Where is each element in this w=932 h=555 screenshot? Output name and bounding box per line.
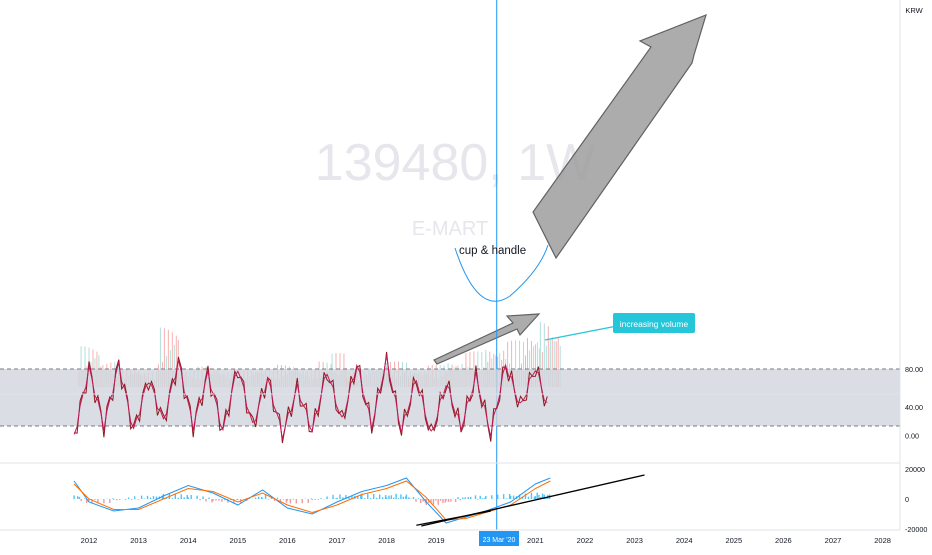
stoch-tick-label: 40.00 (905, 403, 923, 412)
projection-arrow[interactable] (532, 13, 707, 260)
time-tick-label: 2027 (825, 536, 842, 545)
time-tick-label: 2012 (81, 536, 98, 545)
stoch-k-line[interactable] (74, 351, 548, 444)
currency-label: KRW (905, 6, 923, 15)
time-tick-label: 2017 (329, 536, 346, 545)
macd-line[interactable] (73, 477, 551, 524)
crosshair-date-label: 23 Mar '20 (483, 537, 516, 544)
crosshair-date-badge (479, 531, 519, 546)
time-tick-label: 2014 (180, 536, 197, 545)
time-tick-label: 2024 (676, 536, 693, 545)
stochastic-pane (0, 351, 900, 444)
stoch-tick-label: 0.00 (905, 432, 919, 441)
increasing-volume-callout[interactable]: increasing volume (544, 313, 695, 341)
time-tick-label: 2023 (626, 536, 643, 545)
cup-and-handle-label: cup & handle (459, 245, 526, 257)
time-tick-label: 2015 (229, 536, 246, 545)
macd-signal-line[interactable] (73, 480, 551, 521)
stoch-band (0, 369, 900, 426)
symbol-watermark: 139480, 1W (315, 134, 595, 192)
axis-layer[interactable]: 4500004250004000003750003500003250003000… (81, 0, 932, 545)
name-watermark: E-MART (412, 218, 488, 240)
macd-tick-label: -20000 (905, 525, 927, 534)
drawings-layer (433, 0, 707, 530)
macd-pane (73, 474, 645, 527)
cup-curve (454, 244, 549, 302)
time-tick-label: 2028 (874, 536, 891, 545)
time-tick-label: 2022 (577, 536, 594, 545)
time-tick-label: 2016 (279, 536, 296, 545)
time-tick-label: 2026 (775, 536, 792, 545)
stoch-tick-label: 80.00 (905, 365, 923, 374)
time-tick-label: 2025 (725, 536, 742, 545)
macd-tick-label: 0 (905, 495, 909, 504)
time-tick-label: 2018 (378, 536, 395, 545)
stoch-d-line[interactable] (73, 354, 548, 440)
time-tick-label: 2021 (527, 536, 544, 545)
volume-trend-arrow[interactable] (433, 313, 541, 365)
macd-tick-label: 20000 (905, 465, 925, 474)
time-tick-label: 2019 (428, 536, 445, 545)
macd-trendline[interactable] (416, 510, 491, 526)
increasing-volume-label: increasing volume (620, 319, 689, 329)
time-tick-label: 2013 (130, 536, 147, 545)
